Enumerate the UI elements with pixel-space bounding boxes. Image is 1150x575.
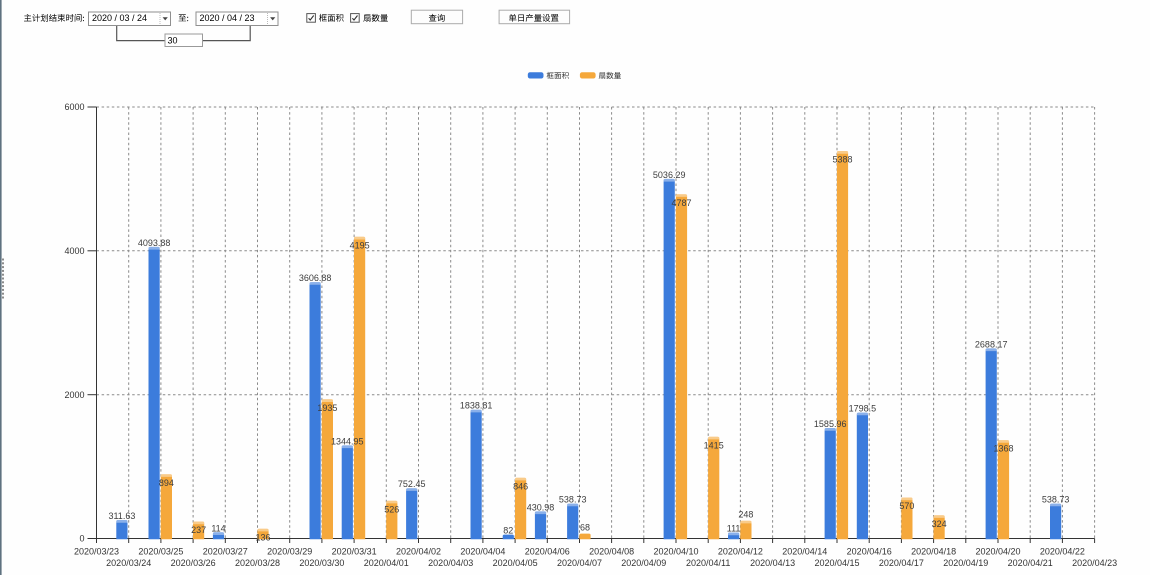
svg-text:2020/03/23: 2020/03/23: [74, 547, 119, 557]
svg-text:2020/03/25: 2020/03/25: [138, 547, 183, 557]
svg-text:5036.29: 5036.29: [653, 170, 686, 180]
svg-text:2020/04/04: 2020/04/04: [460, 547, 505, 557]
svg-text:2020/04/15: 2020/04/15: [814, 558, 859, 568]
svg-text:2020/03/29: 2020/03/29: [267, 547, 312, 557]
svg-text:570: 570: [899, 501, 914, 511]
svg-text:324: 324: [932, 519, 947, 529]
svg-text:5388: 5388: [832, 155, 852, 165]
svg-text:1935: 1935: [317, 403, 337, 413]
svg-text:1415: 1415: [704, 440, 724, 450]
svg-text:526: 526: [384, 504, 399, 514]
svg-text:0: 0: [79, 534, 84, 544]
svg-text:2020/04/07: 2020/04/07: [557, 558, 602, 568]
svg-text:2020/04/06: 2020/04/06: [525, 547, 570, 557]
svg-text:2020/03/31: 2020/03/31: [332, 547, 377, 557]
svg-text:3606.88: 3606.88: [299, 273, 332, 283]
svg-text:846: 846: [513, 481, 528, 491]
svg-text:2020/04/22: 2020/04/22: [1040, 547, 1085, 557]
svg-text:82: 82: [503, 526, 513, 536]
svg-text:30: 30: [168, 36, 178, 46]
svg-text:311.63: 311.63: [108, 511, 135, 521]
svg-text:2020/04/21: 2020/04/21: [1008, 558, 1053, 568]
svg-text:2020/03/30: 2020/03/30: [299, 558, 344, 568]
svg-text:1798.5: 1798.5: [849, 404, 877, 414]
svg-text:4093.88: 4093.88: [138, 238, 171, 248]
svg-text:4000: 4000: [64, 246, 84, 256]
svg-text:111: 111: [727, 524, 741, 534]
svg-text:538.73: 538.73: [559, 495, 587, 505]
svg-text:4787: 4787: [671, 198, 691, 208]
svg-text:114: 114: [211, 523, 225, 533]
svg-text:248: 248: [738, 510, 753, 520]
svg-text:2020/04/03: 2020/04/03: [428, 558, 473, 568]
svg-text:2020/04/13: 2020/04/13: [750, 558, 795, 568]
svg-text:2000: 2000: [64, 390, 84, 400]
svg-text:894: 894: [159, 478, 174, 488]
svg-text:237: 237: [191, 525, 206, 535]
svg-text:1585.96: 1585.96: [814, 419, 847, 429]
svg-text:2020/04/19: 2020/04/19: [943, 558, 988, 568]
svg-text:1368: 1368: [993, 444, 1013, 454]
svg-text:2020/04/16: 2020/04/16: [847, 547, 892, 557]
svg-text:2020/04/02: 2020/04/02: [396, 547, 441, 557]
svg-text:2020/03/26: 2020/03/26: [171, 558, 216, 568]
svg-text:2020/04/09: 2020/04/09: [621, 558, 666, 568]
svg-text:4195: 4195: [350, 240, 370, 250]
svg-text:1344.95: 1344.95: [331, 436, 364, 446]
svg-text:68: 68: [580, 522, 590, 532]
svg-text:2020/04/14: 2020/04/14: [782, 547, 827, 557]
svg-text:2020/04/01: 2020/04/01: [364, 558, 409, 568]
svg-text:430.98: 430.98: [527, 502, 555, 512]
svg-text:2020/04/18: 2020/04/18: [911, 547, 956, 557]
svg-text:2020 / 03 / 24: 2020 / 03 / 24: [92, 13, 147, 23]
svg-text:2688.17: 2688.17: [975, 339, 1008, 349]
svg-text:2020/04/20: 2020/04/20: [975, 547, 1020, 557]
svg-text:2020/04/08: 2020/04/08: [589, 547, 634, 557]
svg-text:2020/03/28: 2020/03/28: [235, 558, 280, 568]
svg-text:2020/03/24: 2020/03/24: [106, 558, 151, 568]
svg-text:6000: 6000: [64, 102, 84, 112]
svg-text:2020/04/12: 2020/04/12: [718, 547, 763, 557]
svg-text:2020/04/05: 2020/04/05: [493, 558, 538, 568]
svg-text:2020 / 04 / 23: 2020 / 04 / 23: [200, 13, 255, 23]
svg-text:538.73: 538.73: [1042, 495, 1070, 505]
svg-text:2020/04/23: 2020/04/23: [1072, 558, 1117, 568]
svg-text:2020/04/17: 2020/04/17: [879, 558, 924, 568]
svg-text:136: 136: [255, 532, 270, 542]
svg-text:1838.81: 1838.81: [460, 401, 493, 411]
svg-text:2020/04/10: 2020/04/10: [653, 547, 698, 557]
svg-text:752.45: 752.45: [398, 479, 426, 489]
svg-text:2020/04/11: 2020/04/11: [686, 558, 730, 568]
svg-text:2020/03/27: 2020/03/27: [203, 547, 248, 557]
